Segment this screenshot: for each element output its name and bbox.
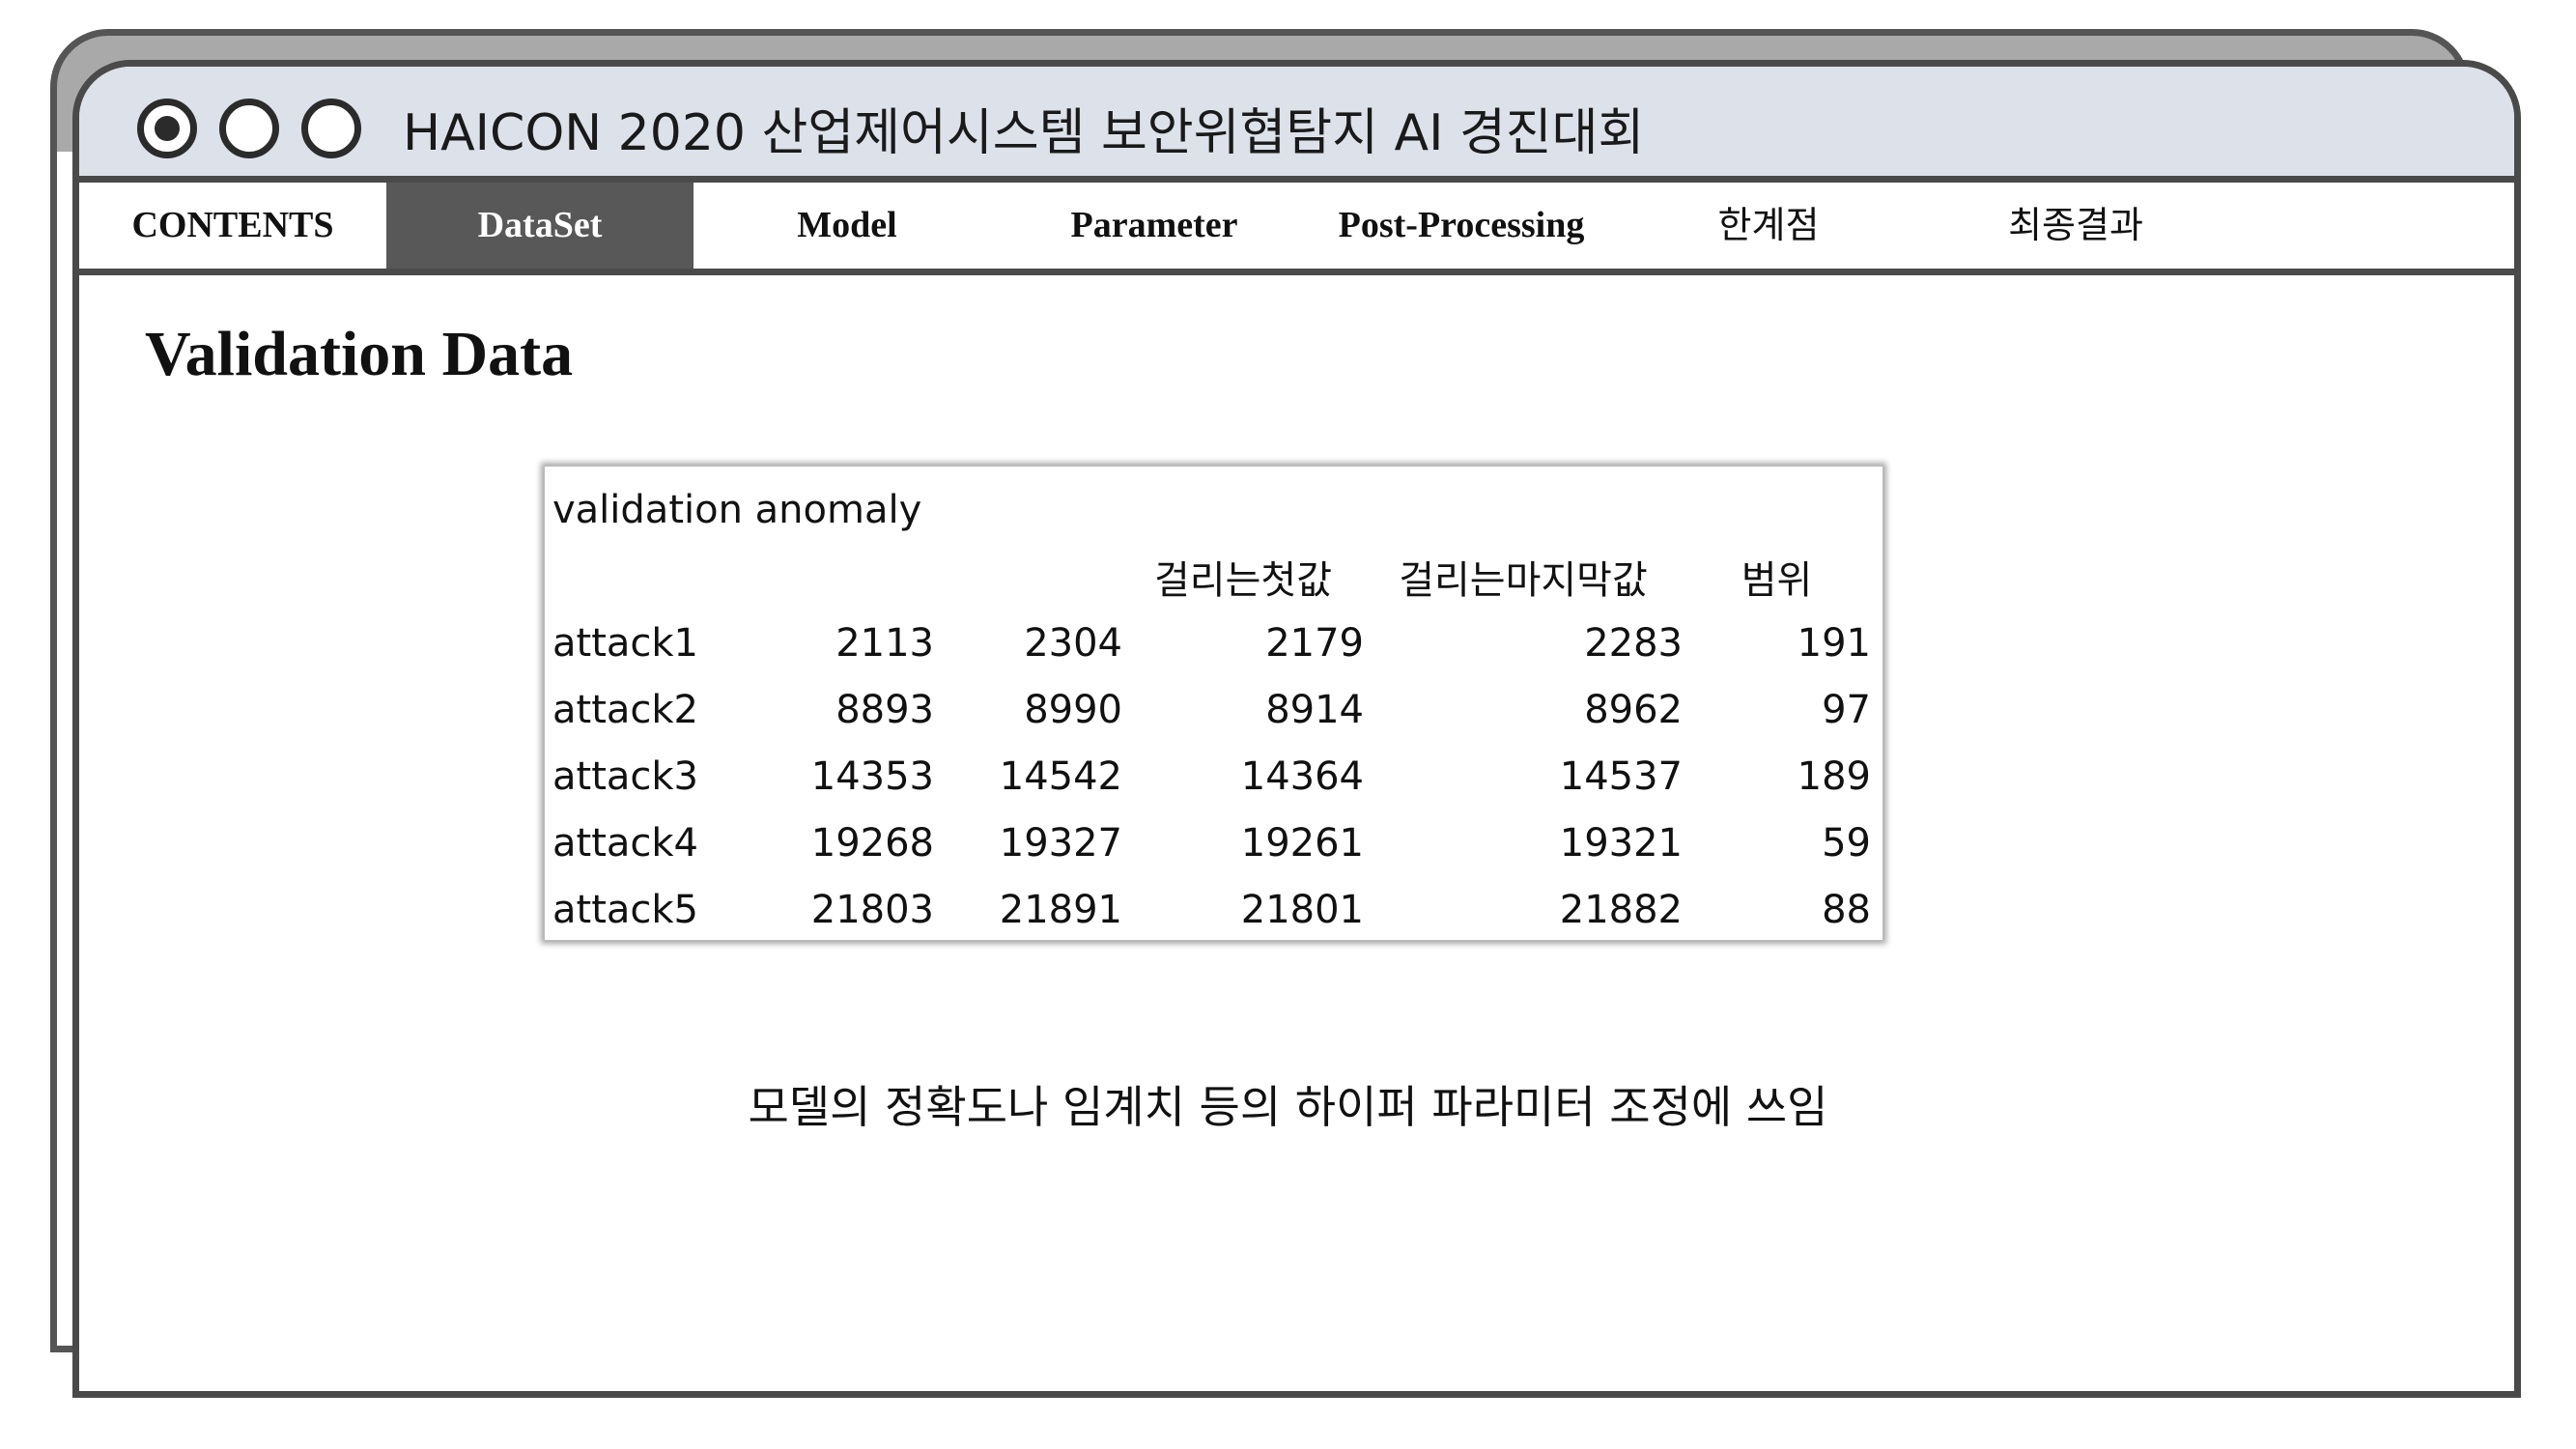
table-caption-row: validation anomaly — [552, 476, 1871, 543]
table-cell: 191 — [1797, 620, 1871, 666]
table-cell: 19321 — [1559, 820, 1683, 866]
table-cell: 2113 — [835, 620, 934, 666]
table-caption: validation anomaly — [552, 487, 922, 532]
tab-limitations[interactable]: 한계점 — [1717, 204, 1820, 246]
table-cell: 8893 — [835, 687, 934, 732]
table-cell: 19261 — [1240, 820, 1364, 866]
tab-bar: CONTENTS DataSet Model Parameter Post-Pr… — [79, 183, 2514, 275]
table-row: attack2 8893 8990 8914 8962 97 — [552, 676, 1871, 743]
tab-post-processing[interactable]: Post-Processing — [1338, 205, 1585, 245]
page-title: Validation Data — [145, 319, 574, 389]
tab-model[interactable]: Model — [797, 205, 897, 245]
table-cell: 8990 — [1024, 687, 1122, 732]
table-header-row: 걸리는첫값 걸리는마지막값 범위 — [552, 543, 1871, 610]
table-cell: 21891 — [999, 887, 1122, 932]
table-cell: attack4 — [552, 820, 698, 866]
radio-selected-icon[interactable] — [137, 99, 197, 158]
table-cell: 189 — [1797, 753, 1871, 799]
table-row: attack1 2113 2304 2179 2283 191 — [552, 610, 1871, 676]
circle-button-icon[interactable] — [301, 99, 361, 158]
table-header-cell — [552, 543, 775, 610]
window-title: HAICON 2020 산업제어시스템 보안위협탐지 AI 경진대회 — [403, 104, 1645, 162]
table-header-cell: 걸리는첫값 — [1154, 557, 1332, 603]
table-cell: attack3 — [552, 753, 698, 799]
tab-parameter[interactable]: Parameter — [1070, 205, 1238, 245]
table-cell: attack2 — [552, 687, 698, 732]
table-cell: 21882 — [1559, 887, 1683, 932]
table-cell: 14353 — [810, 753, 934, 799]
table-row: attack5 21803 21891 21801 21882 88 — [552, 876, 1871, 943]
tab-contents[interactable]: CONTENTS — [131, 205, 334, 245]
table-cell: 2283 — [1584, 620, 1683, 666]
table-cell: 14537 — [1559, 753, 1683, 799]
table-cell: 8962 — [1584, 687, 1683, 732]
table-cell: 8914 — [1265, 687, 1364, 732]
table-row: attack3 14353 14542 14364 14537 189 — [552, 743, 1871, 810]
table-cell: 88 — [1822, 887, 1871, 932]
circle-button-icon[interactable] — [219, 99, 279, 158]
tab-dataset[interactable]: DataSet — [386, 183, 694, 269]
table-cell: 2179 — [1265, 620, 1364, 666]
validation-table-image: validation anomaly 걸리는첫값 걸리는마지막값 범위 atta… — [544, 466, 1883, 941]
footnote-text: 모델의 정확도나 임계치 등의 하이퍼 파라미터 조정에 쓰임 — [748, 1081, 1828, 1133]
table-header-cell — [934, 543, 1122, 610]
table-cell: attack1 — [552, 620, 698, 666]
title-bar: HAICON 2020 산업제어시스템 보안위협탐지 AI 경진대회 — [79, 67, 2514, 183]
table-cell: 19327 — [999, 820, 1122, 866]
validation-table: validation anomaly 걸리는첫값 걸리는마지막값 범위 atta… — [552, 476, 1871, 943]
table-cell: 97 — [1822, 687, 1871, 732]
table-cell: 59 — [1822, 820, 1871, 866]
table-cell: 21803 — [810, 887, 934, 932]
table-cell: 14364 — [1240, 753, 1364, 799]
table-row: attack4 19268 19327 19261 19321 59 — [552, 810, 1871, 876]
table-cell: 19268 — [810, 820, 934, 866]
table-cell: 2304 — [1024, 620, 1122, 666]
table-cell: 14542 — [999, 753, 1122, 799]
table-header-cell: 범위 — [1741, 557, 1813, 603]
table-cell: attack5 — [552, 887, 698, 932]
table-header-cell: 걸리는마지막값 — [1399, 557, 1648, 603]
tab-final-results[interactable]: 최종결과 — [2008, 204, 2143, 246]
table-cell: 21801 — [1240, 887, 1364, 932]
table-header-cell — [775, 543, 934, 610]
